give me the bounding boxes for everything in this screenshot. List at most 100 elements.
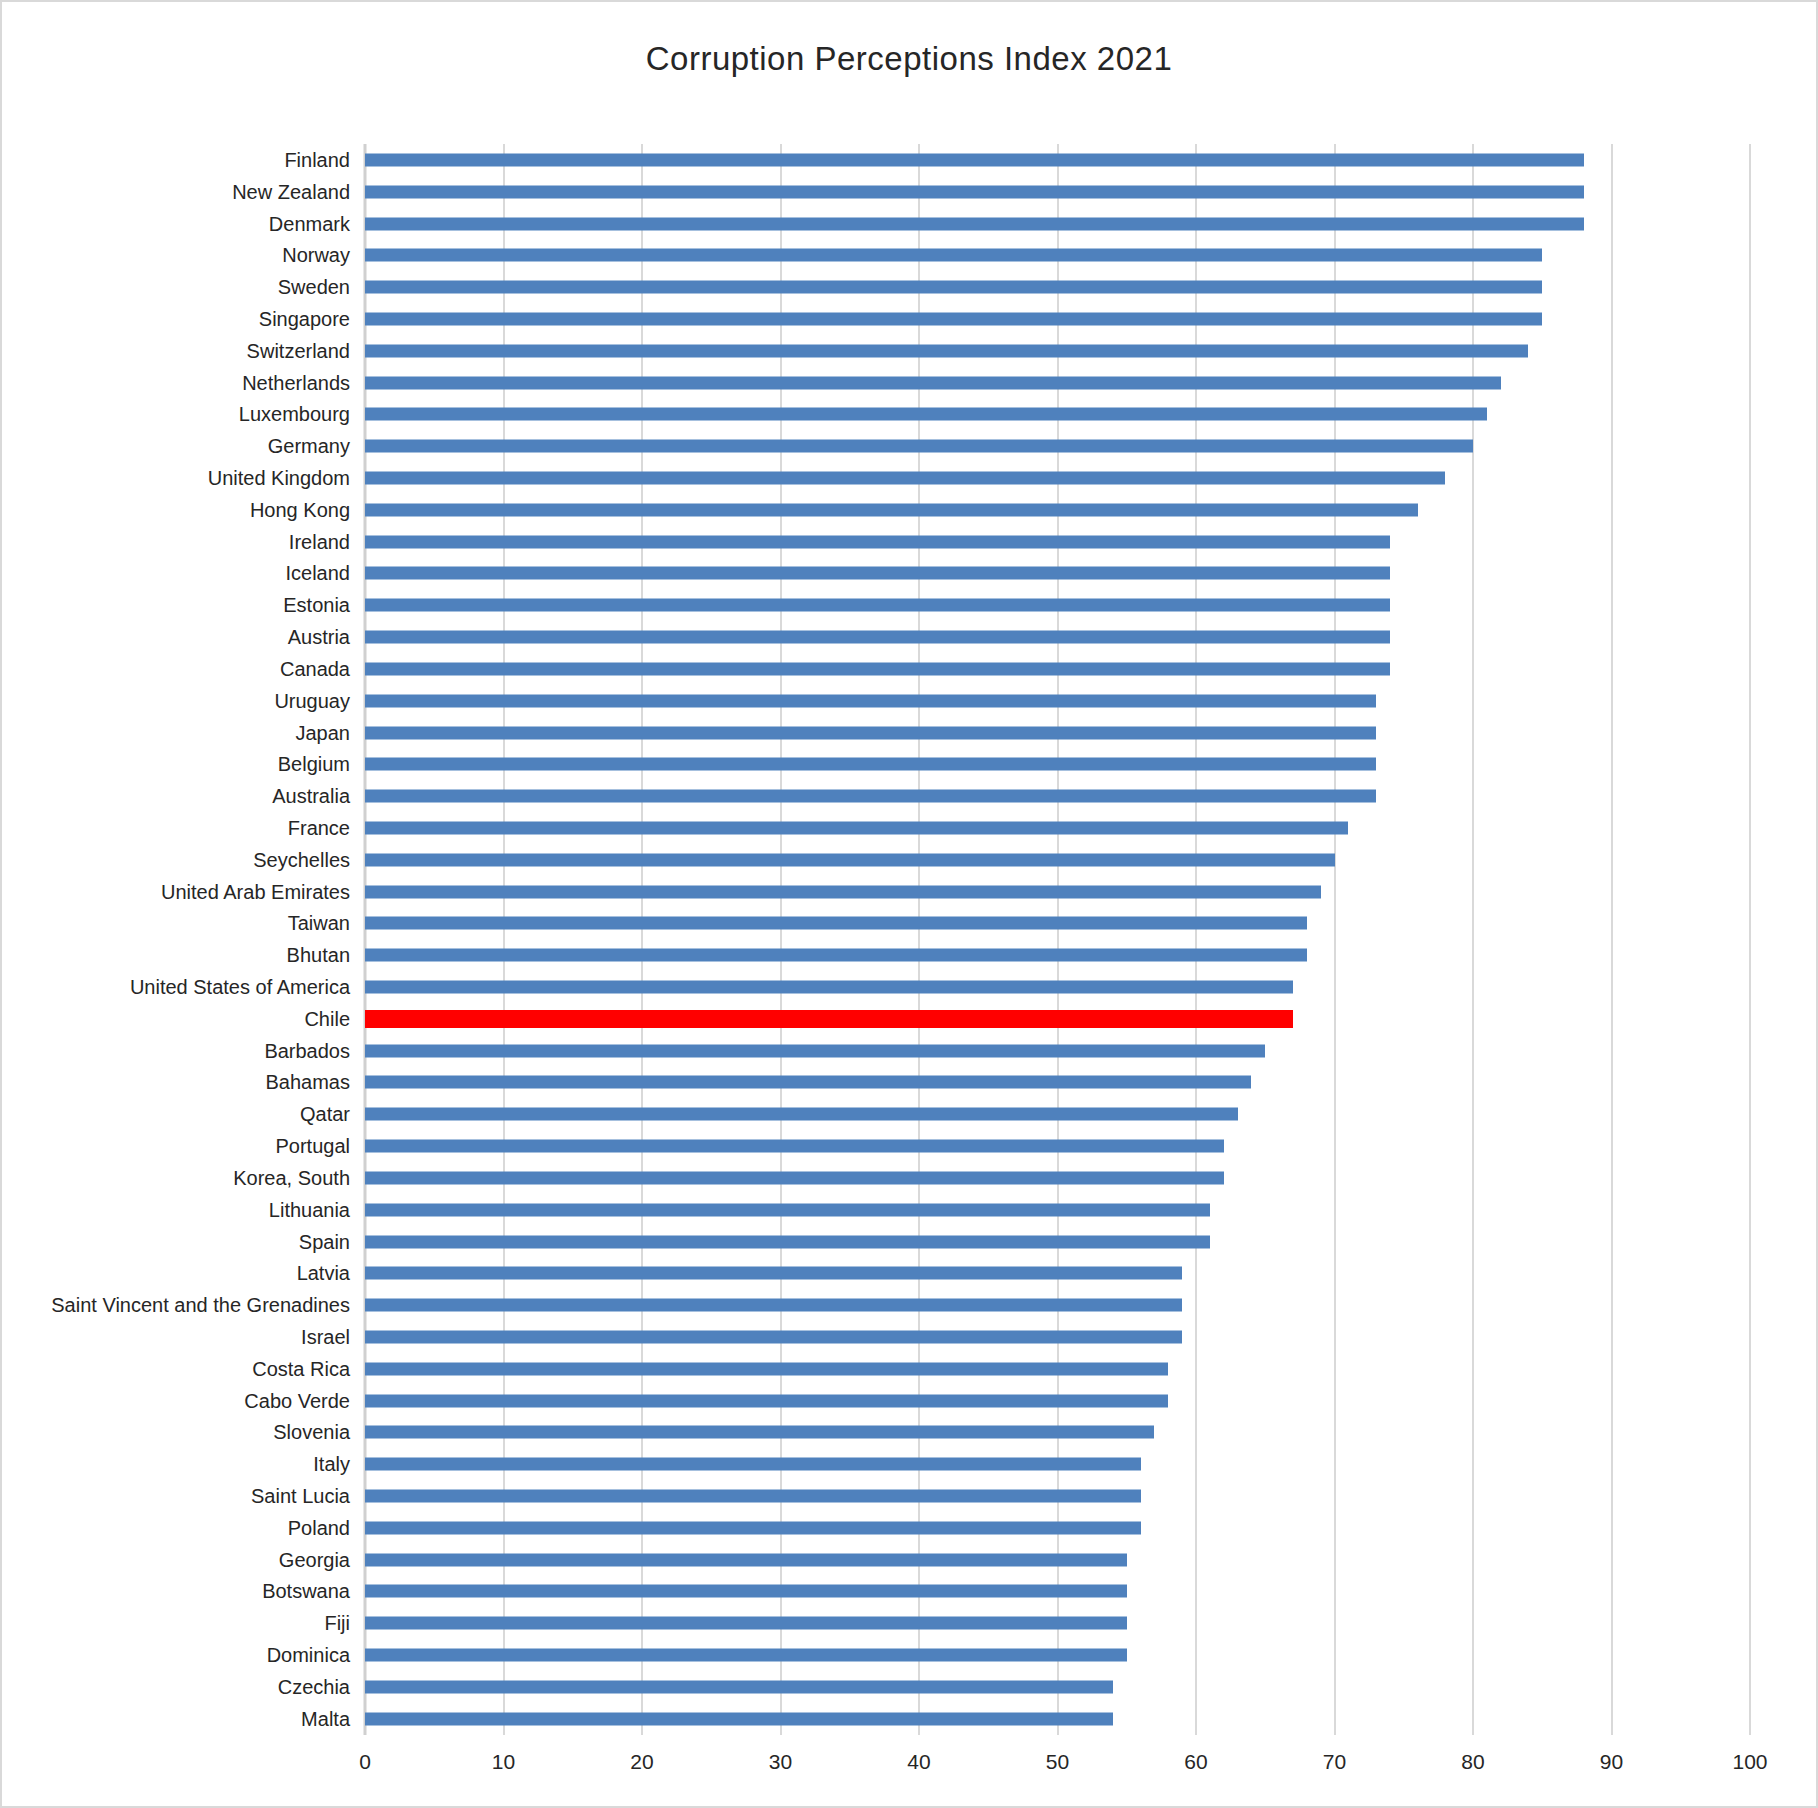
category-label: Bahamas (266, 1071, 351, 1094)
x-tick-label: 50 (1046, 1750, 1069, 1774)
value-bar (365, 917, 1307, 930)
value-bar (365, 758, 1376, 771)
bar-row: Austria (365, 621, 1750, 653)
bar-row: Canada (365, 653, 1750, 685)
category-label: Czechia (278, 1675, 350, 1698)
value-bar (365, 567, 1390, 580)
value-bar (365, 1203, 1210, 1216)
value-bar (365, 1490, 1141, 1503)
bar-row: Norway (365, 239, 1750, 271)
bar-row: Spain (365, 1226, 1750, 1258)
value-bar (365, 1553, 1127, 1566)
category-label: Estonia (283, 594, 350, 617)
value-bar (365, 949, 1307, 962)
bar-row: Saint Lucia (365, 1480, 1750, 1512)
value-bar (365, 1585, 1127, 1598)
category-label: Sweden (278, 276, 350, 299)
x-tick-label: 80 (1461, 1750, 1484, 1774)
bar-row: Iceland (365, 558, 1750, 590)
bar-row: Germany (365, 430, 1750, 462)
value-bar (365, 1235, 1210, 1248)
category-label: Saint Vincent and the Grenadines (51, 1294, 350, 1317)
category-label: Canada (280, 657, 350, 680)
category-label: Hong Kong (250, 498, 350, 521)
value-bar (365, 726, 1376, 739)
bar-row: Switzerland (365, 335, 1750, 367)
category-label: Germany (268, 435, 350, 458)
value-bar (365, 503, 1418, 516)
value-bar (365, 1521, 1141, 1534)
category-label: Netherlands (242, 371, 350, 394)
category-label: Uruguay (274, 689, 350, 712)
x-tick-label: 0 (359, 1750, 371, 1774)
value-bar (365, 1171, 1224, 1184)
bar-row: Luxembourg (365, 399, 1750, 431)
value-bar (365, 1394, 1168, 1407)
value-bar (365, 1076, 1251, 1089)
category-label: Switzerland (247, 339, 350, 362)
value-bar (365, 1712, 1113, 1725)
value-bar (365, 790, 1376, 803)
x-tick-label: 30 (769, 1750, 792, 1774)
bar-row: Malta (365, 1703, 1750, 1735)
bar-row: United States of America (365, 971, 1750, 1003)
bar-row: Czechia (365, 1671, 1750, 1703)
category-label: Ireland (289, 530, 350, 553)
bar-row: Dominica (365, 1639, 1750, 1671)
bar-row: Botswana (365, 1576, 1750, 1608)
category-label: United Arab Emirates (161, 880, 350, 903)
category-label: Israel (301, 1325, 350, 1348)
value-bar (365, 535, 1390, 548)
category-label: Denmark (269, 212, 350, 235)
value-bar (365, 1140, 1224, 1153)
value-bar (365, 249, 1542, 262)
value-bar (365, 281, 1542, 294)
x-tick-label: 60 (1184, 1750, 1207, 1774)
category-label: Iceland (286, 562, 351, 585)
bar-row: Denmark (365, 208, 1750, 240)
x-tick-label: 20 (630, 1750, 653, 1774)
category-label: Chile (304, 1007, 350, 1030)
value-bar (365, 344, 1528, 357)
value-bar (365, 185, 1584, 198)
x-axis-tick-labels: 0102030405060708090100 (365, 1750, 1750, 1782)
bar-row: Costa Rica (365, 1353, 1750, 1385)
x-tick-label: 70 (1323, 1750, 1346, 1774)
chart-title: Corruption Perceptions Index 2021 (2, 40, 1816, 78)
category-label: Seychelles (253, 848, 350, 871)
category-label: Dominica (267, 1644, 350, 1667)
category-label: Belgium (278, 753, 350, 776)
category-label: Barbados (264, 1039, 350, 1062)
category-label: Spain (299, 1230, 350, 1253)
chart-canvas: { "title": "Corruption Perceptions Index… (0, 0, 1818, 1808)
value-bar (365, 631, 1390, 644)
value-bar (365, 662, 1390, 675)
plot-area: Finland New Zealand Denmark Norway Swede… (365, 144, 1750, 1735)
category-label: Bhutan (287, 944, 350, 967)
x-tick-label: 40 (907, 1750, 930, 1774)
bar-row: Belgium (365, 748, 1750, 780)
bar-row: Bahamas (365, 1067, 1750, 1099)
bar-row: Latvia (365, 1257, 1750, 1289)
value-bar (365, 1267, 1182, 1280)
value-bar (365, 1458, 1141, 1471)
bar-row: United Arab Emirates (365, 876, 1750, 908)
category-label: France (288, 816, 350, 839)
value-bar (365, 1044, 1265, 1057)
value-bar (365, 312, 1542, 325)
value-bar (365, 153, 1584, 166)
value-bar (365, 885, 1321, 898)
category-label: Austria (288, 626, 350, 649)
value-bar (365, 1649, 1127, 1662)
bar-row: Hong Kong (365, 494, 1750, 526)
bar-rows: Finland New Zealand Denmark Norway Swede… (365, 144, 1750, 1735)
bar-row: Qatar (365, 1098, 1750, 1130)
bar-row: Barbados (365, 1035, 1750, 1067)
x-tick-label: 90 (1600, 1750, 1623, 1774)
bar-row: Georgia (365, 1544, 1750, 1576)
bar-row: Lithuania (365, 1194, 1750, 1226)
category-label: Luxembourg (239, 403, 350, 426)
value-bar (365, 440, 1473, 453)
value-bar (365, 217, 1584, 230)
category-label: Cabo Verde (244, 1389, 350, 1412)
